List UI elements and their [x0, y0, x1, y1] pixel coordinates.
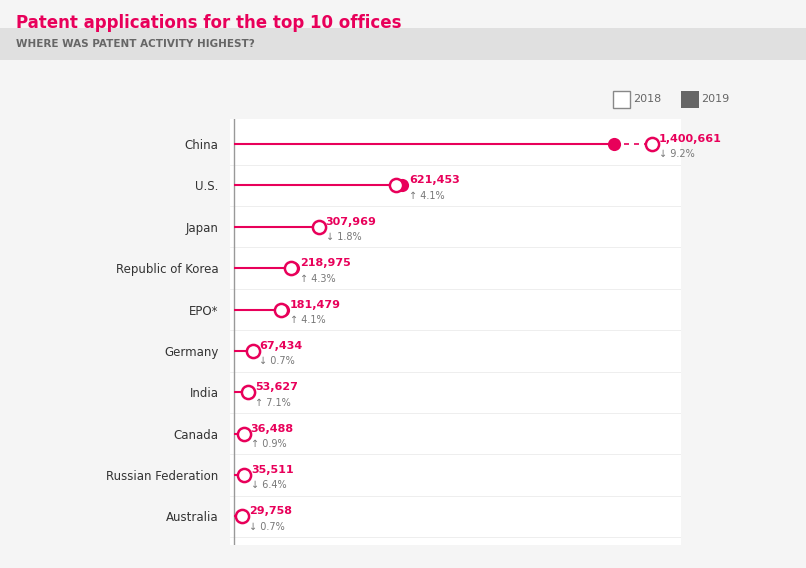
Text: 36,488: 36,488 — [251, 424, 294, 433]
Text: ↑ 7.1%: ↑ 7.1% — [256, 398, 291, 408]
Text: ↑ 0.9%: ↑ 0.9% — [251, 439, 286, 449]
Point — [243, 388, 256, 397]
Text: 53,627: 53,627 — [256, 382, 298, 392]
Text: 67,434: 67,434 — [260, 341, 302, 351]
Point — [238, 429, 251, 438]
Text: 181,479: 181,479 — [290, 299, 341, 310]
Text: 218,975: 218,975 — [300, 258, 351, 268]
Text: WHERE WAS PATENT ACTIVITY HIGHEST?: WHERE WAS PATENT ACTIVITY HIGHEST? — [16, 39, 255, 49]
Point — [646, 140, 659, 149]
Point — [311, 222, 324, 231]
Text: ↓ 6.4%: ↓ 6.4% — [251, 481, 287, 490]
Text: 1,400,661: 1,400,661 — [659, 134, 721, 144]
Text: ↑ 4.3%: ↑ 4.3% — [300, 274, 336, 283]
Point — [236, 512, 249, 521]
Text: ↑ 4.1%: ↑ 4.1% — [290, 315, 326, 325]
Point — [285, 264, 297, 273]
Text: ↓ 9.2%: ↓ 9.2% — [659, 149, 694, 160]
Point — [396, 181, 409, 190]
Point — [287, 264, 300, 273]
Text: 2018: 2018 — [633, 94, 661, 105]
Point — [275, 305, 288, 314]
Text: 621,453: 621,453 — [409, 176, 460, 186]
Point — [236, 512, 249, 521]
Text: ↓ 1.8%: ↓ 1.8% — [326, 232, 361, 242]
Text: ↑ 4.1%: ↑ 4.1% — [409, 191, 445, 201]
Point — [246, 346, 259, 356]
Text: 307,969: 307,969 — [326, 217, 376, 227]
Point — [246, 346, 259, 356]
Point — [607, 140, 620, 149]
Text: ↓ 0.7%: ↓ 0.7% — [249, 521, 285, 532]
Text: 29,758: 29,758 — [249, 506, 292, 516]
Point — [238, 429, 251, 438]
Point — [241, 388, 254, 397]
Point — [277, 305, 290, 314]
Point — [313, 222, 326, 231]
Point — [238, 470, 251, 479]
Text: 2019: 2019 — [701, 94, 729, 105]
Text: 35,511: 35,511 — [251, 465, 293, 475]
Point — [389, 181, 402, 190]
Text: Patent applications for the top 10 offices: Patent applications for the top 10 offic… — [16, 14, 401, 32]
Point — [237, 470, 250, 479]
Text: ↓ 0.7%: ↓ 0.7% — [260, 356, 295, 366]
